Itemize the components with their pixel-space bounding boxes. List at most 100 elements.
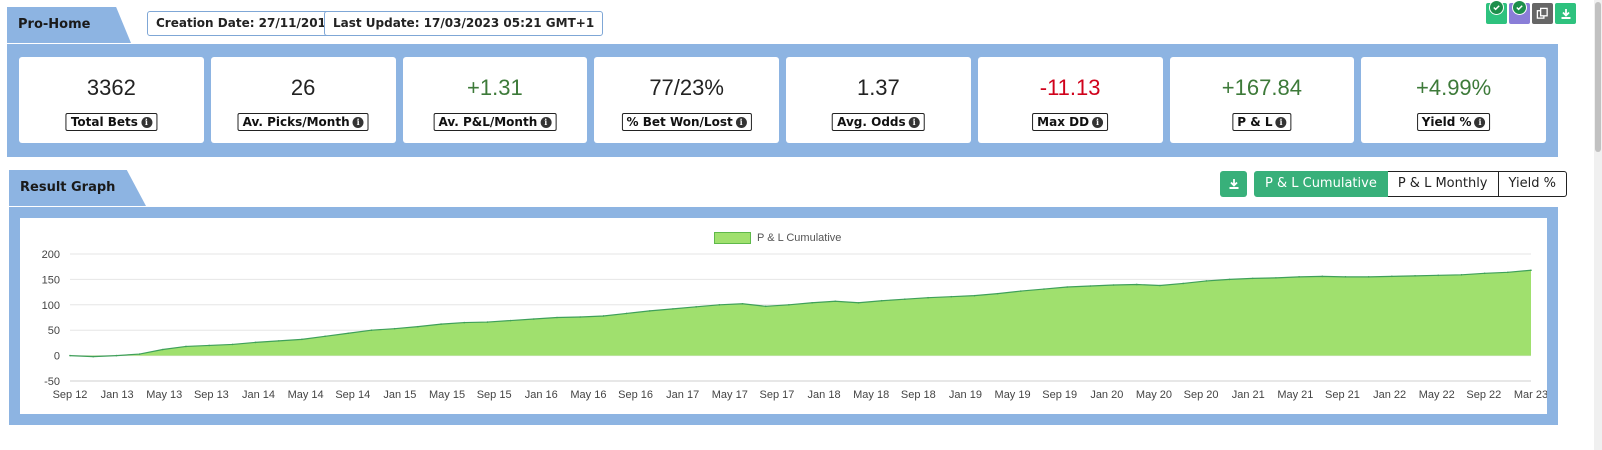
info-icon[interactable]: i [1474, 116, 1486, 128]
data-point [695, 306, 697, 308]
stat-label-text: % Bet Won/Lost [626, 115, 733, 129]
data-point [1391, 275, 1393, 278]
x-tick-label: May 16 [570, 389, 606, 401]
chart-card: P & L Cumulative -50 0 50 100 150 200 Sep 12 Ja… [20, 218, 1547, 414]
stat-label[interactable]: Total Bets i [65, 113, 157, 131]
x-tick-label: Sep 15 [477, 389, 512, 401]
stat-label-text: Yield % [1421, 115, 1472, 129]
toggle-pnl-monthly[interactable]: P & L Monthly [1387, 171, 1499, 197]
area-fill [70, 270, 1531, 357]
x-tick-label: Jan 18 [808, 389, 841, 401]
data-point [1112, 284, 1115, 286]
stat-label[interactable]: Max DD i [1032, 113, 1109, 131]
data-point [509, 319, 512, 322]
info-icon[interactable]: i [908, 116, 920, 128]
x-tick-label: Jan 13 [101, 389, 134, 401]
x-tick-label: Sep 12 [53, 389, 88, 401]
y-tick-label: 50 [48, 325, 60, 337]
data-point [811, 301, 813, 304]
info-icon[interactable]: i [140, 116, 152, 128]
verified-green-icon[interactable] [1486, 0, 1507, 24]
x-tick-label: May 15 [429, 389, 465, 401]
data-point [1182, 282, 1184, 285]
data-point [254, 341, 257, 344]
info-icon[interactable]: i [1092, 116, 1104, 128]
stat-label-text: Avg. Odds [837, 115, 906, 129]
stat-card-av-pnl-month: +1.31 Av. P&L/Month i [402, 57, 588, 143]
verified-purple-icon[interactable] [1509, 0, 1530, 24]
x-tick-label: Jan 20 [1090, 389, 1123, 401]
toggle-yield[interactable]: Yield % [1498, 171, 1567, 197]
chart-mode-toggle: P & L Cumulative P & L Monthly Yield % [1254, 171, 1567, 197]
toggle-pnl-cumulative[interactable]: P & L Cumulative [1254, 171, 1388, 197]
top-toolbar [1486, 0, 1576, 24]
data-point [370, 329, 373, 331]
stat-label[interactable]: Av. Picks/Month i [237, 113, 369, 131]
data-point [648, 310, 651, 312]
x-tick-label: May 20 [1136, 389, 1172, 401]
info-icon[interactable]: i [735, 116, 747, 128]
data-point [417, 325, 419, 328]
data-point [1205, 280, 1208, 282]
data-point [904, 298, 906, 301]
stat-card-max-dd: -11.13 Max DD i [977, 57, 1163, 143]
data-point [1159, 284, 1161, 287]
stat-label-text: Total Bets [70, 115, 138, 129]
stat-label[interactable]: % Bet Won/Lost i [621, 113, 752, 131]
last-update-badge: Last Update: 17/03/2023 05:21 GMT+1 [324, 11, 604, 36]
data-point [788, 304, 790, 306]
stat-label[interactable]: Yield % i [1416, 113, 1491, 131]
info-icon[interactable]: i [540, 116, 552, 128]
stat-value: +1.31 [467, 75, 523, 100]
data-point [208, 344, 210, 347]
x-tick-label: Jan 21 [1232, 389, 1265, 401]
data-point [718, 304, 721, 306]
creation-date-badge: Creation Date: 27/11/2018 [147, 11, 344, 36]
info-icon[interactable]: i [352, 116, 364, 128]
data-point [1530, 269, 1532, 272]
data-point [996, 292, 999, 295]
stat-card-bet-won-lost: 77/23% % Bet Won/Lost i [594, 57, 779, 143]
pnl-cumulative-chart: -50 0 50 100 150 200 Sep 12 Jan 13 May 13 Sep 13 J… [42, 249, 1547, 401]
data-point [880, 299, 883, 302]
scrollbar-thumb[interactable] [1595, 2, 1601, 152]
data-point [277, 340, 280, 342]
legend-swatch [714, 232, 751, 244]
y-tick-label: 100 [42, 300, 60, 312]
data-point [834, 300, 837, 303]
data-point [973, 294, 976, 297]
stat-value: -11.13 [1039, 75, 1101, 100]
x-tick-label: Jan 16 [525, 389, 558, 401]
download-chart-button[interactable] [1220, 171, 1247, 197]
x-tick-label: Sep 20 [1184, 389, 1219, 401]
info-icon[interactable]: i [1275, 116, 1287, 128]
stat-label[interactable]: Av. P&L/Month i [433, 113, 557, 131]
stat-value: 26 [290, 75, 316, 100]
stat-label-text: Max DD [1037, 115, 1090, 129]
data-point [301, 338, 303, 341]
download-icon[interactable] [1555, 3, 1576, 24]
chart-legend[interactable]: P & L Cumulative [714, 232, 841, 244]
stat-card-total-bets: 3362 Total Bets i [19, 57, 204, 143]
download-icon [1229, 179, 1238, 189]
x-tick-label: May 21 [1277, 389, 1313, 401]
data-point [347, 332, 350, 335]
y-tick-label: -50 [44, 376, 60, 388]
stat-label[interactable]: Avg. Odds i [832, 113, 925, 131]
x-tick-label: May 17 [712, 389, 748, 401]
stat-label-text: Av. P&L/Month [438, 115, 538, 129]
data-point [1275, 277, 1277, 279]
data-point [556, 316, 558, 319]
data-point [324, 335, 326, 338]
y-tick-label: 0 [54, 351, 60, 363]
copy-icon[interactable] [1532, 3, 1553, 24]
data-point [231, 343, 234, 346]
data-point [1414, 275, 1416, 277]
x-tick-label: May 18 [853, 389, 889, 401]
data-point [857, 301, 860, 304]
data-point [1066, 286, 1068, 288]
stat-card-avg-odds: 1.37 Avg. Odds i [786, 57, 971, 143]
page-scrollbar[interactable] [1594, 0, 1602, 450]
data-point [463, 321, 466, 324]
